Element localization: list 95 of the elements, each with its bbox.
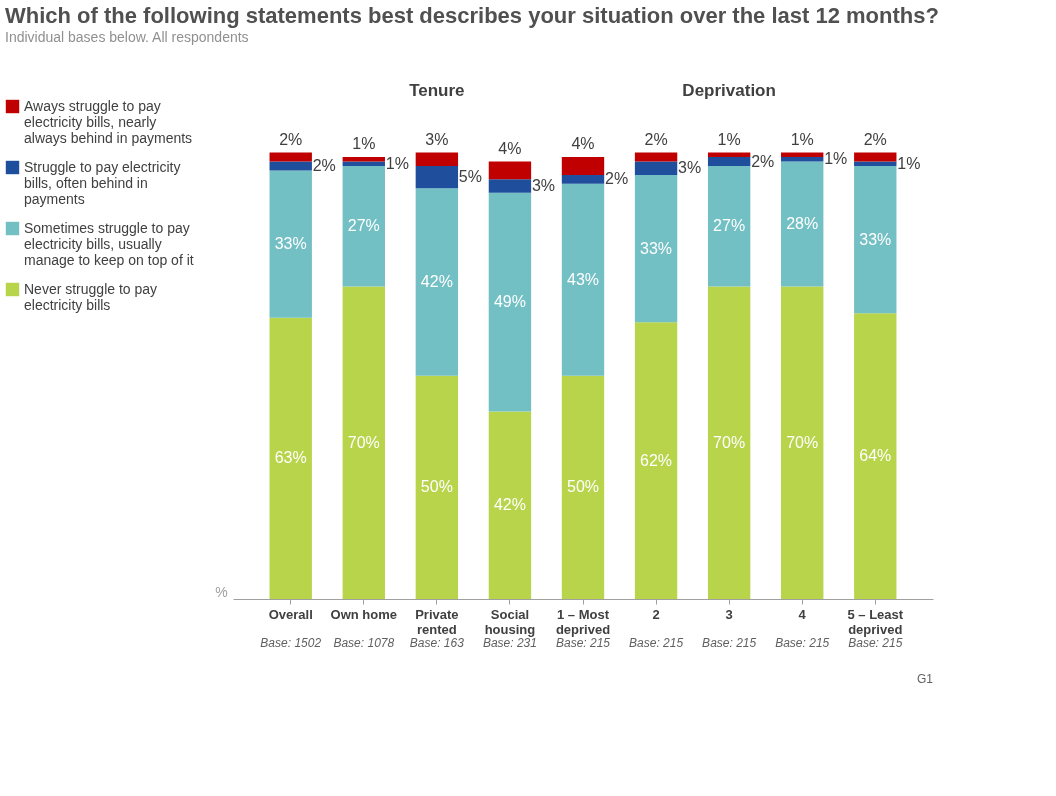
bar: [269, 152, 312, 162]
data-label: 27%: [347, 217, 380, 235]
data-label: 70%: [347, 433, 380, 451]
data-label: 2%: [644, 130, 668, 148]
text: Base: 1502: [260, 636, 322, 650]
data-label: 43%: [566, 270, 600, 288]
bar: [415, 152, 459, 166]
x-tick-label: 3: [725, 606, 733, 622]
text: Base: 215: [555, 636, 611, 650]
data-label: 28%: [786, 215, 819, 232]
x-tick-label: Own home: [330, 606, 398, 622]
x-tick-label: 4: [798, 606, 807, 622]
data-label: 3%: [678, 159, 702, 177]
bar: [415, 375, 459, 599]
data-label: 42%: [493, 496, 526, 514]
y-axis-title: %: [215, 583, 228, 600]
data-label: 50%: [420, 478, 453, 496]
bar: [634, 161, 678, 175]
text: Base: 231: [482, 636, 537, 650]
bar: [854, 152, 897, 162]
text: Base: 163: [409, 636, 465, 650]
data-label: 4%: [498, 139, 522, 157]
bar: [781, 161, 824, 287]
data-label: 64%: [859, 447, 892, 465]
bar: [488, 411, 532, 599]
data-label: 70%: [786, 433, 819, 451]
data-label: 1%: [717, 130, 741, 148]
data-label: 2%: [312, 156, 336, 174]
x-tick-label: 1 – Most deprived: [555, 606, 611, 637]
data-label: 33%: [274, 235, 307, 253]
legend-label: Struggle to pay electricity bills, often behind in payments: [24, 158, 181, 207]
chart-title: Which of the following statements best describes your situation over the last 12 months?: [5, 3, 939, 28]
text: Deprivation: [682, 81, 776, 100]
text: Base: 215: [775, 636, 830, 650]
bar: [707, 157, 751, 166]
data-label: 33%: [859, 230, 892, 248]
data-label: 2%: [605, 170, 629, 188]
data-label: 4%: [571, 135, 595, 153]
data-label: 1%: [385, 154, 409, 172]
data-label: 1%: [897, 154, 921, 172]
data-label: 3%: [425, 130, 449, 148]
bar: [854, 313, 897, 599]
bar: [488, 192, 532, 412]
data-label: 33%: [640, 239, 673, 257]
text: Base: 215: [702, 636, 757, 650]
data-label: 70%: [713, 433, 746, 451]
data-label: 49%: [493, 293, 526, 311]
x-tick-label: 5 – Least deprived: [847, 606, 904, 637]
x-tick-label: Private rented: [415, 606, 459, 637]
bar: [634, 152, 678, 162]
data-label: 5%: [458, 168, 482, 186]
bar: [634, 174, 678, 323]
bar: [707, 165, 751, 287]
data-label: 1%: [352, 135, 376, 153]
bar: [269, 170, 312, 318]
bar: [781, 286, 824, 599]
bar: [781, 157, 824, 162]
text: Base: 1078: [333, 636, 395, 650]
data-label: 2%: [279, 130, 303, 148]
x-tick-label: Overall: [268, 606, 313, 622]
legend-label: Sometimes struggle to pay electricity bills, usually manage to keep on top of it: [24, 219, 194, 268]
bar: [342, 165, 385, 287]
bar: [634, 322, 678, 599]
x-tick-label: 2: [652, 606, 660, 622]
bar: [415, 165, 459, 189]
data-label: 42%: [420, 273, 453, 291]
chart-subtitle: Individual bases below. All respondents: [5, 29, 249, 45]
bar: [269, 317, 312, 599]
data-label: 62%: [640, 451, 673, 469]
text: Base: 215: [629, 636, 684, 650]
bar: [488, 179, 532, 193]
data-label: 2%: [863, 130, 887, 148]
bar: [854, 165, 897, 314]
bar: [561, 183, 605, 376]
bar: [415, 188, 459, 376]
legend-label: Never struggle to pay electricity bills: [24, 280, 158, 313]
text: Base: 215: [848, 636, 903, 650]
bar: [707, 286, 751, 599]
data-label: 50%: [566, 478, 600, 496]
legend-label: Aways struggle to pay electricity bills, nearly always behind in payments: [24, 97, 193, 146]
bar: [561, 174, 605, 184]
data-label: 3%: [531, 177, 556, 195]
bar: [342, 157, 385, 162]
data-label: 63%: [274, 449, 307, 467]
data-label: 1%: [790, 130, 814, 148]
bar: [342, 286, 385, 599]
data-label: 2%: [751, 152, 775, 170]
text: Tenure: [409, 81, 465, 100]
bar: [561, 375, 605, 599]
text: G1: [916, 672, 934, 686]
bar: [488, 161, 532, 180]
x-tick-label: Social housing: [484, 606, 536, 637]
data-label: 1%: [824, 150, 848, 168]
data-label: 27%: [713, 217, 746, 235]
bar: [561, 157, 605, 175]
